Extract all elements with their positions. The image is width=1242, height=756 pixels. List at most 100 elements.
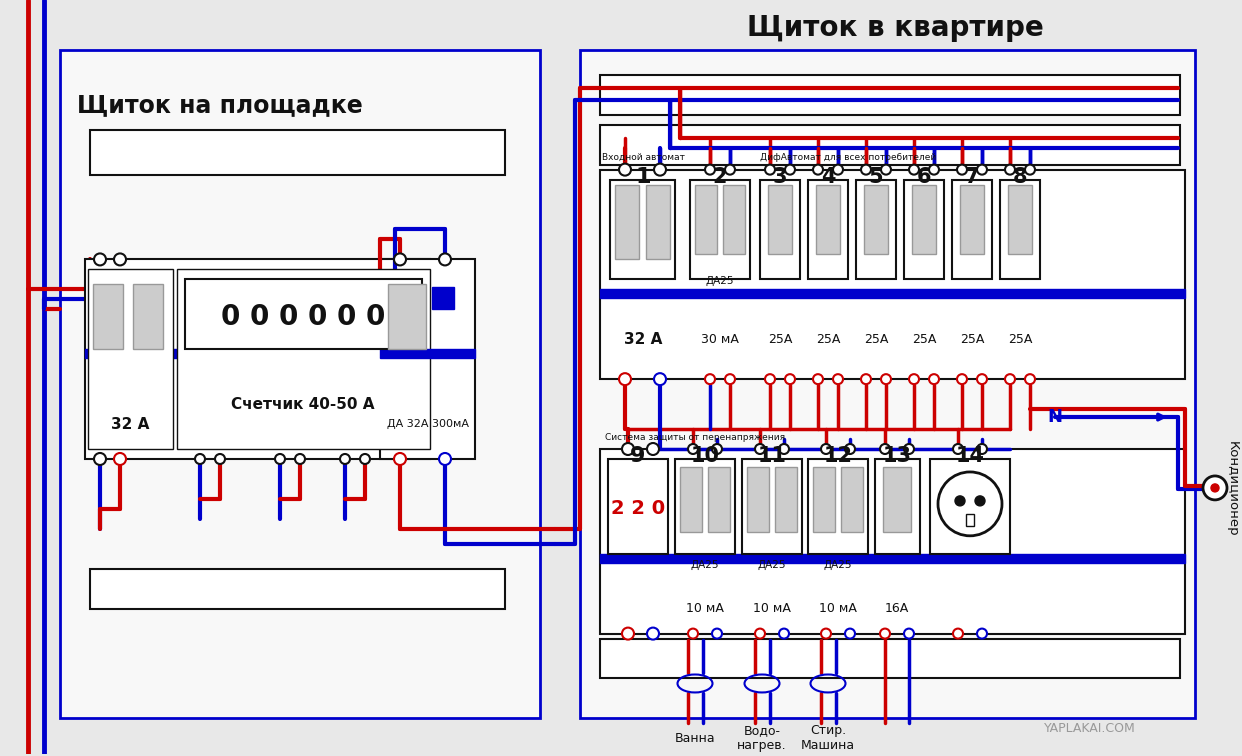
Circle shape: [394, 253, 406, 265]
Circle shape: [1025, 374, 1035, 384]
Text: 2 2 0: 2 2 0: [611, 500, 664, 519]
Circle shape: [647, 627, 660, 640]
Text: 25А: 25А: [912, 333, 936, 345]
Text: ДифАвтомат для всех потребителей: ДифАвтомат для всех потребителей: [760, 153, 936, 162]
Text: 13: 13: [883, 446, 912, 466]
Text: 32 А: 32 А: [623, 332, 662, 347]
Text: Система защиты от перенапряжения: Система защиты от перенапряжения: [605, 432, 785, 442]
Bar: [84, 259, 430, 459]
Text: 25А: 25А: [864, 333, 888, 345]
Circle shape: [438, 453, 451, 465]
Circle shape: [881, 165, 891, 175]
Text: 14: 14: [955, 446, 985, 466]
Circle shape: [619, 373, 631, 385]
Circle shape: [779, 628, 789, 639]
Circle shape: [861, 374, 871, 384]
Circle shape: [195, 454, 205, 464]
Text: 3: 3: [773, 166, 787, 187]
Bar: [864, 184, 888, 255]
Circle shape: [958, 165, 968, 175]
Circle shape: [975, 496, 985, 506]
Circle shape: [904, 444, 914, 454]
Bar: [600, 553, 1185, 562]
Circle shape: [881, 374, 891, 384]
Circle shape: [360, 454, 370, 464]
Bar: [809, 180, 848, 280]
Bar: [388, 284, 426, 349]
Circle shape: [655, 373, 666, 385]
Bar: [89, 130, 505, 175]
Circle shape: [881, 628, 891, 639]
Circle shape: [647, 443, 660, 455]
Text: 10: 10: [691, 446, 719, 466]
Text: Кондиционер: Кондиционер: [1226, 441, 1238, 537]
Bar: [178, 269, 430, 449]
Circle shape: [1211, 484, 1218, 492]
Text: 16А: 16А: [884, 602, 909, 615]
Circle shape: [712, 444, 722, 454]
Text: Ванна: Ванна: [674, 732, 715, 745]
Text: 11: 11: [758, 446, 786, 466]
Circle shape: [394, 453, 406, 465]
Bar: [93, 284, 123, 349]
Circle shape: [705, 374, 715, 384]
Circle shape: [688, 444, 698, 454]
Text: Стир.
Машина: Стир. Машина: [801, 724, 854, 752]
Text: 25А: 25А: [816, 333, 840, 345]
Bar: [966, 514, 974, 526]
Bar: [432, 287, 455, 309]
Bar: [876, 459, 920, 553]
Bar: [380, 349, 474, 358]
Bar: [883, 467, 910, 531]
Circle shape: [833, 374, 843, 384]
Text: 5: 5: [868, 166, 883, 187]
Bar: [930, 459, 1010, 553]
Bar: [610, 180, 674, 280]
Circle shape: [845, 628, 854, 639]
Text: 12: 12: [823, 446, 852, 466]
Text: 32 А: 32 А: [111, 417, 149, 432]
Circle shape: [340, 454, 350, 464]
Circle shape: [114, 253, 125, 265]
Circle shape: [953, 628, 963, 639]
Circle shape: [977, 628, 987, 639]
Circle shape: [953, 444, 963, 454]
Circle shape: [688, 628, 698, 639]
Text: ДА25: ДА25: [758, 559, 786, 570]
Circle shape: [977, 374, 987, 384]
Circle shape: [274, 454, 284, 464]
Circle shape: [1203, 476, 1227, 500]
Circle shape: [622, 627, 633, 640]
Circle shape: [814, 165, 823, 175]
Bar: [768, 184, 792, 255]
Text: Щиток на площадке: Щиток на площадке: [77, 93, 363, 116]
Circle shape: [725, 374, 735, 384]
Bar: [814, 467, 835, 531]
Bar: [816, 184, 840, 255]
Circle shape: [904, 628, 914, 639]
Circle shape: [755, 628, 765, 639]
Bar: [746, 467, 769, 531]
Bar: [88, 269, 173, 449]
Text: 9: 9: [630, 446, 646, 466]
Text: 8: 8: [1012, 166, 1027, 187]
Circle shape: [833, 165, 843, 175]
Text: 0 0 0 0 0 0: 0 0 0 0 0 0: [221, 303, 385, 331]
Circle shape: [622, 443, 633, 455]
Circle shape: [1025, 165, 1035, 175]
Text: YAPLAKAI.COM: YAPLAKAI.COM: [1045, 722, 1136, 735]
Text: Счетчик 40-50 А: Счетчик 40-50 А: [231, 397, 375, 411]
Bar: [953, 180, 992, 280]
Bar: [380, 259, 474, 459]
Bar: [856, 180, 895, 280]
Bar: [600, 639, 1180, 678]
Bar: [84, 349, 430, 358]
Text: Водо-
нагрев.: Водо- нагрев.: [738, 724, 787, 752]
Circle shape: [977, 165, 987, 175]
Bar: [960, 184, 984, 255]
Circle shape: [938, 472, 1002, 536]
Bar: [841, 467, 863, 531]
Bar: [912, 184, 936, 255]
Text: N: N: [1047, 408, 1062, 426]
Bar: [609, 459, 668, 553]
